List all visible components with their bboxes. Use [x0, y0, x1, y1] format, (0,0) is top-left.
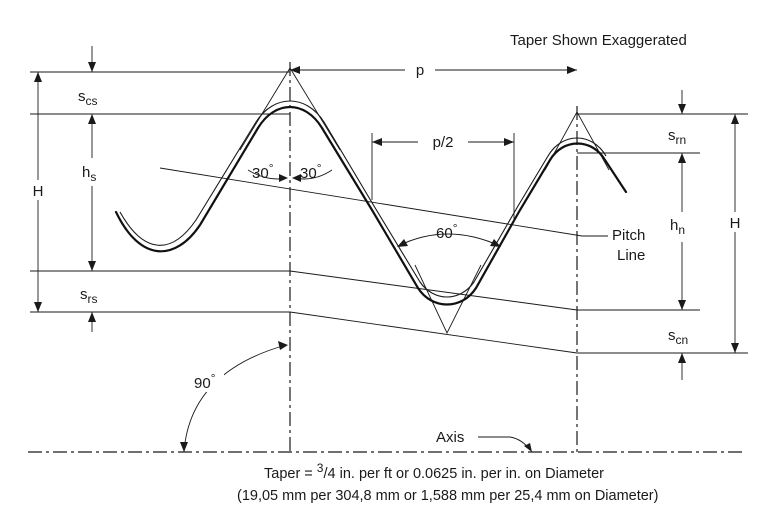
angle-90-arc	[183, 344, 287, 453]
angle-30-left-arrow	[279, 174, 288, 182]
tapered-root-line-upper	[289, 270, 578, 311]
angle-90-arrow-bottom	[180, 442, 188, 452]
hs-arrow-bottom	[88, 261, 96, 271]
p-half-arrow-right	[504, 138, 514, 146]
h-left-label: H	[33, 183, 44, 200]
hn-label: hn	[670, 217, 685, 237]
srs-arrow-head	[88, 312, 96, 322]
hs-label: hs	[82, 164, 96, 184]
h-right-label-bg	[725, 212, 745, 232]
angle-90-label-bg	[190, 372, 224, 392]
angle-60-arrow-left	[397, 239, 408, 247]
h-left-arrow-top	[34, 72, 42, 82]
srs-label: srs	[80, 286, 98, 306]
tapered-root-line-lower	[289, 311, 578, 354]
thread-profile-inner	[119, 100, 607, 298]
scn-arrow-head	[678, 353, 686, 363]
hn-label-bg	[668, 212, 696, 242]
taper-caption-line-2: (19,05 mm per 304,8 mm or 1,588 mm per 2…	[237, 488, 658, 504]
axis-leader	[478, 436, 531, 451]
p-half-label: p/2	[433, 134, 454, 151]
h-right-label: H	[730, 215, 741, 232]
angle-60-arrow-right	[490, 239, 501, 247]
h-left-arrow-bottom	[34, 302, 42, 312]
p-label: p	[416, 62, 424, 79]
scn-label: scn	[668, 327, 688, 347]
angle-60-arc	[397, 233, 501, 247]
hn-arrow-top	[678, 153, 686, 163]
angle-90-label: 90°	[194, 371, 216, 392]
angle-60-label: 60°	[436, 221, 458, 242]
axis-label: Axis	[436, 429, 464, 446]
pitch-line-label-2: Line	[617, 247, 645, 264]
angle-90-arrow-top	[278, 341, 288, 350]
h-right-arrow-top	[731, 114, 739, 124]
p-arrow-right	[567, 66, 577, 74]
hs-label-bg	[80, 158, 106, 186]
angle-30-right-arrow	[292, 174, 301, 182]
diagram-title: Taper Shown Exaggerated	[510, 32, 687, 49]
sharp-v-left	[239, 67, 341, 151]
taper-caption-line-1: Taper = 3/4 in. per ft or 0.0625 in. per…	[264, 461, 604, 482]
h-right-arrow-bottom	[731, 343, 739, 353]
p-half-arrow-left	[372, 138, 382, 146]
scs-label: scs	[78, 88, 98, 108]
p-label-bg	[405, 60, 435, 78]
hs-arrow-top	[88, 114, 96, 124]
sharp-v-bottom	[414, 264, 482, 335]
srn-label: srn	[668, 127, 686, 147]
p-arrow-left	[290, 66, 300, 74]
sharp-v-right	[544, 111, 610, 171]
angle-30-left-label: 30°	[252, 161, 274, 182]
srn-arrow-head	[678, 104, 686, 114]
hn-arrow-bottom	[678, 300, 686, 310]
axis-leader-arrow	[524, 443, 532, 452]
h-left-label-bg	[28, 180, 48, 200]
angle-30-right-label: 30°	[300, 161, 322, 182]
pitch-line-label-1: Pitch	[612, 227, 645, 244]
scs-arrow-head	[88, 62, 96, 72]
p-half-label-bg	[418, 132, 468, 150]
thread-profile-outer	[114, 105, 628, 306]
axis-label-bg	[430, 428, 478, 446]
